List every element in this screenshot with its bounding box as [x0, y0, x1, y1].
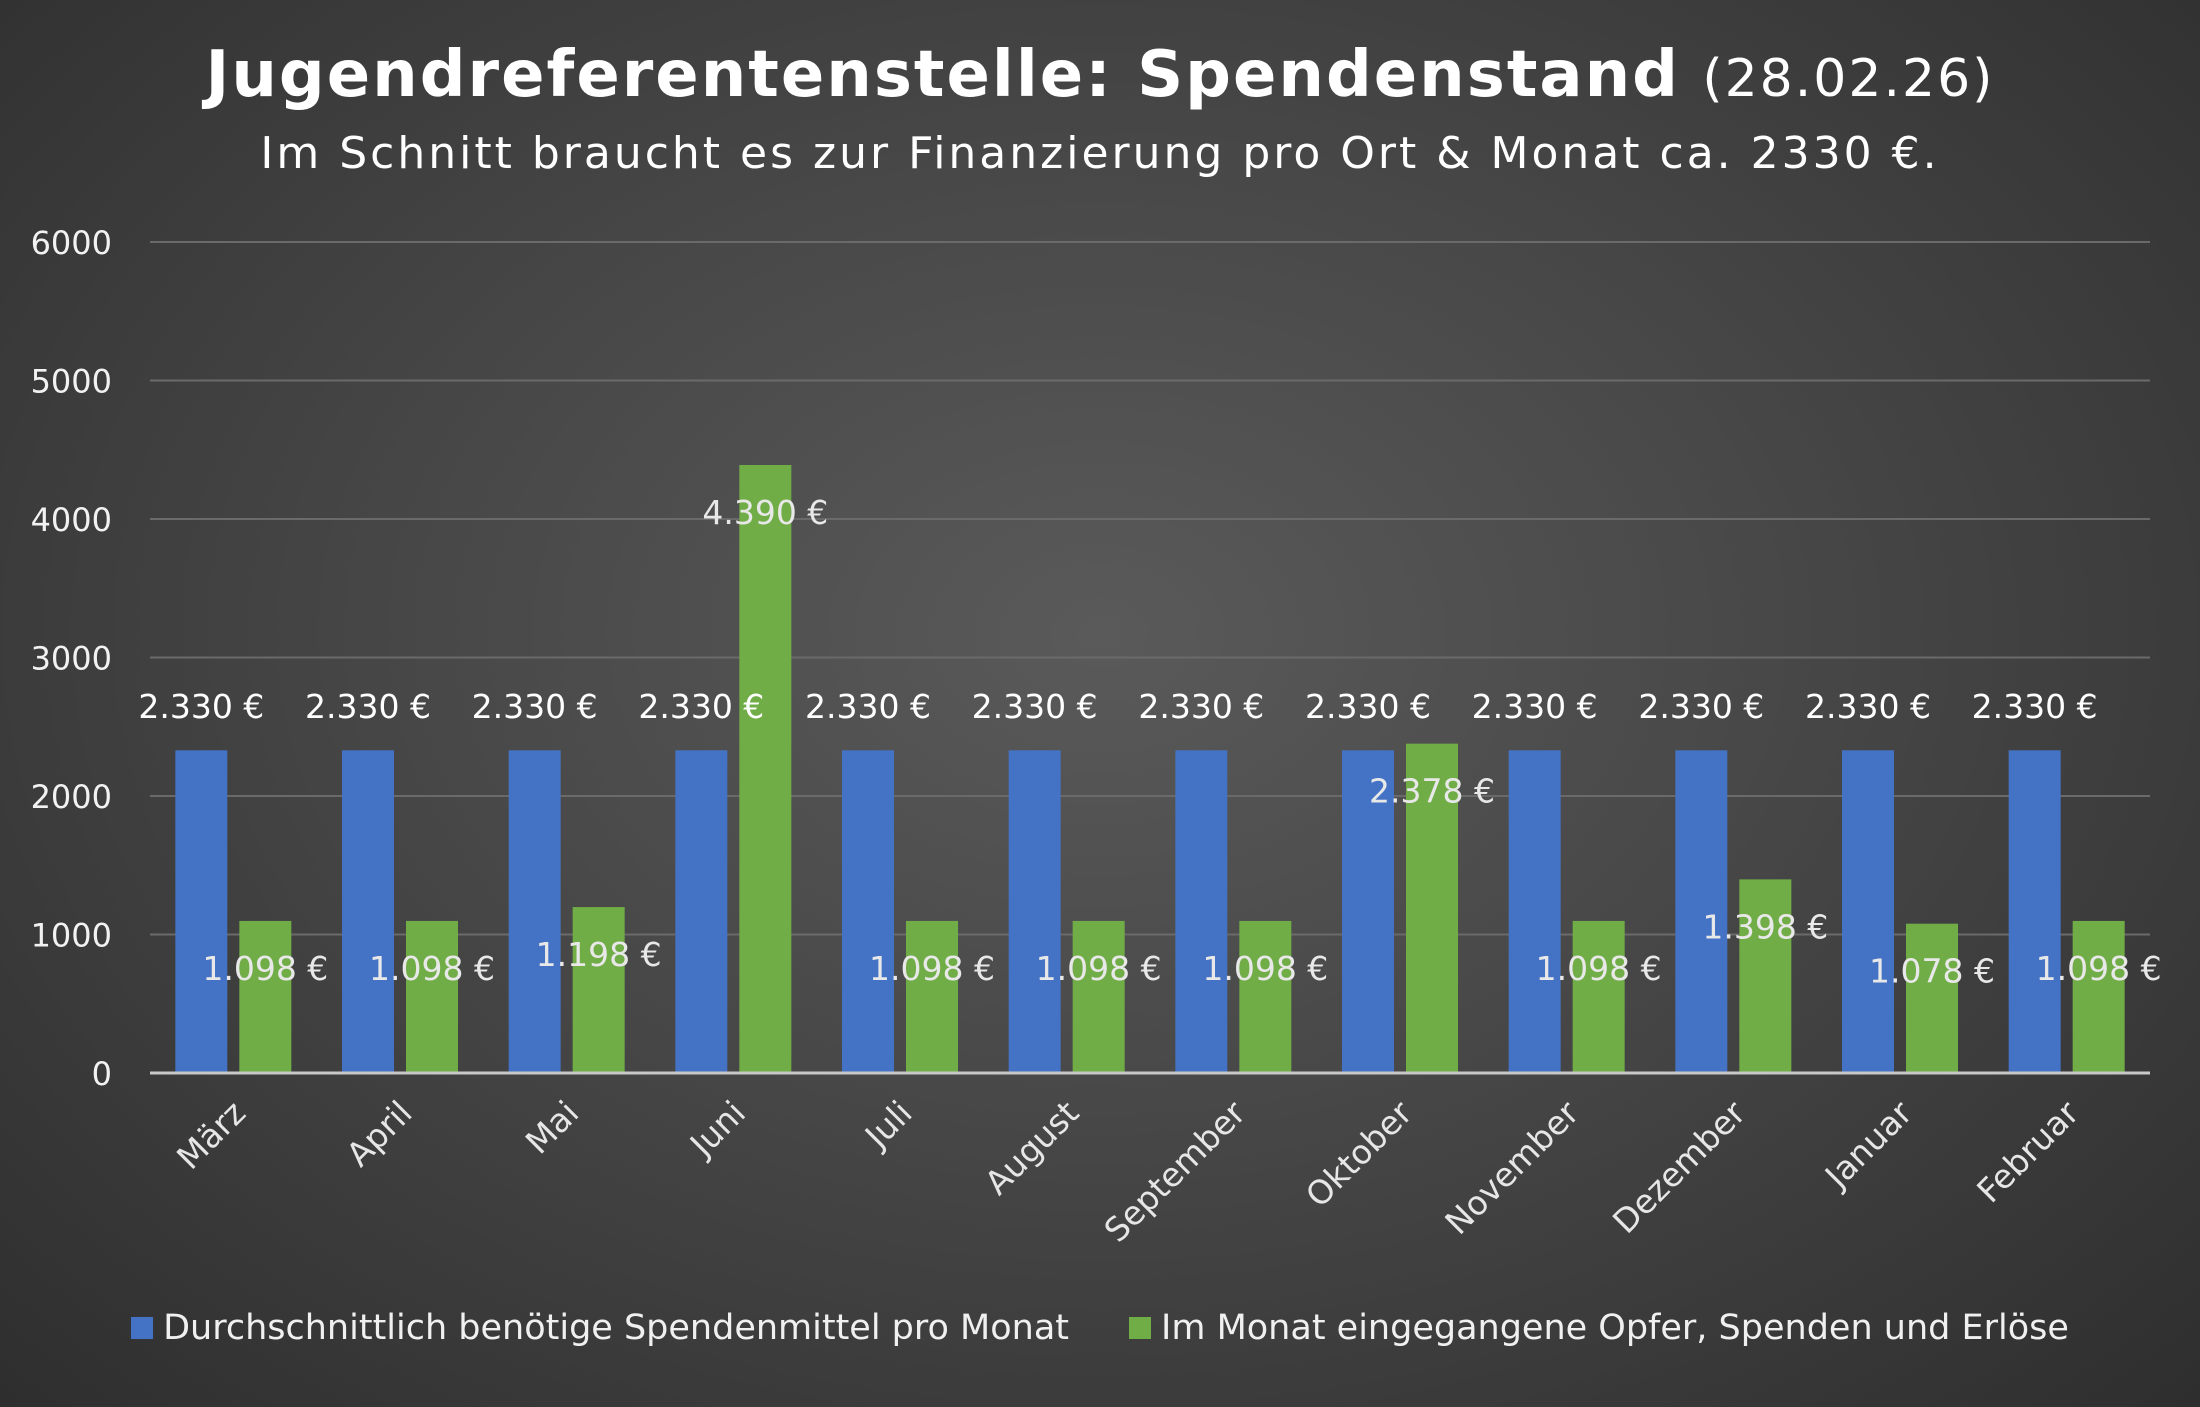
chart-title: Jugendreferentenstelle: Spendenstand (28… — [0, 38, 2200, 112]
data-label-needed: 2.330 € — [805, 687, 931, 726]
bar-received — [1739, 879, 1792, 1073]
x-tick-label: Mai — [518, 1093, 587, 1162]
legend-swatch-received — [1129, 1317, 1152, 1339]
data-label-received: 1.098 € — [202, 949, 328, 988]
y-tick-label: 6000 — [31, 224, 112, 262]
bar-needed — [1675, 750, 1728, 1073]
data-label-received: 1.078 € — [1869, 952, 1995, 991]
y-tick-label: 5000 — [31, 363, 112, 401]
bar-received — [1906, 923, 1958, 1073]
x-tick-label: Juli — [856, 1093, 920, 1157]
bar-received — [572, 907, 625, 1073]
data-label-received: 1.198 € — [536, 935, 662, 974]
data-label-received: 1.098 € — [1536, 949, 1662, 988]
legend-swatch-needed — [131, 1317, 154, 1339]
y-tick-label: 0 — [92, 1055, 112, 1093]
y-tick-label: 2000 — [31, 778, 112, 816]
x-tick-label: November — [1437, 1093, 1586, 1242]
data-label-received: 4.390 € — [702, 493, 828, 532]
x-tick-label: Dezember — [1605, 1093, 1753, 1241]
bar-received — [1072, 920, 1125, 1073]
bar-needed — [342, 750, 394, 1073]
bar-needed — [1008, 750, 1061, 1073]
x-tick-label: März — [169, 1093, 253, 1177]
data-label-needed: 2.330 € — [638, 687, 764, 726]
data-label-needed: 2.330 € — [1972, 687, 2098, 726]
bar-received — [1406, 743, 1458, 1073]
x-tick-label: Oktober — [1298, 1093, 1420, 1215]
bar-needed — [1508, 750, 1561, 1073]
data-label-received: 1.098 € — [1036, 949, 1162, 988]
bar-received — [1239, 920, 1292, 1073]
x-tick-label: Juni — [681, 1093, 753, 1165]
chart-subtitle: Im Schnitt braucht es zur Finanzierung p… — [260, 128, 1940, 179]
data-label-received: 1.098 € — [1202, 949, 1328, 988]
chart-title-date: (28.02.26) — [1702, 49, 1995, 109]
chart-title-main: Jugendreferentenstelle: Spendenstand — [205, 38, 1680, 112]
bar-needed — [675, 750, 728, 1073]
x-tick-label: Februar — [1969, 1093, 2086, 1210]
data-label-needed: 2.330 € — [1305, 687, 1431, 726]
x-tick-label: Januar — [1816, 1093, 1920, 1197]
bar-received — [739, 464, 792, 1073]
data-label-needed: 2.330 € — [472, 687, 598, 726]
bar-received — [906, 920, 958, 1073]
legend-label-received: Im Monat eingegangene Opfer, Spenden und… — [1161, 1308, 2069, 1348]
bar-received — [406, 920, 458, 1073]
legend-item-received: Im Monat eingegangene Opfer, Spenden und… — [1129, 1308, 2069, 1348]
data-label-needed: 2.330 € — [305, 687, 431, 726]
x-tick-label: September — [1096, 1093, 1253, 1250]
x-tick-label: April — [339, 1093, 420, 1174]
legend-label-needed: Durchschnittlich benötige Spendenmittel … — [163, 1308, 1070, 1348]
bar-received — [2072, 920, 2125, 1073]
legend-item-needed: Durchschnittlich benötige Spendenmittel … — [131, 1308, 1069, 1348]
bar-needed — [842, 750, 894, 1073]
data-label-needed: 2.330 € — [1138, 687, 1264, 726]
y-tick-label: 1000 — [31, 917, 112, 955]
bar-needed — [2008, 750, 2061, 1073]
data-label-needed: 2.330 € — [1805, 687, 1931, 726]
data-label-needed: 2.330 € — [138, 687, 264, 726]
bar-needed — [175, 750, 228, 1073]
data-label-needed: 2.330 € — [972, 687, 1098, 726]
data-label-needed: 2.330 € — [1472, 687, 1598, 726]
legend: Durchschnittlich benötige Spendenmittel … — [0, 1308, 2200, 1348]
data-label-received: 1.398 € — [1702, 907, 1828, 946]
bar-needed — [1842, 750, 1894, 1073]
bar-needed — [508, 750, 561, 1073]
bar-needed — [1175, 750, 1228, 1073]
bar-received — [239, 920, 292, 1073]
y-tick-label: 4000 — [31, 501, 112, 539]
data-label-received: 1.098 € — [2036, 949, 2162, 988]
y-tick-label: 3000 — [31, 640, 112, 678]
bar-received — [1572, 920, 1625, 1073]
data-label-received: 1.098 € — [869, 949, 995, 988]
data-label-needed: 2.330 € — [1638, 687, 1764, 726]
data-label-received: 1.098 € — [369, 949, 495, 988]
bar-needed — [1342, 750, 1394, 1073]
data-label-received: 2.378 € — [1369, 772, 1495, 811]
x-tick-label: August — [977, 1093, 1086, 1202]
